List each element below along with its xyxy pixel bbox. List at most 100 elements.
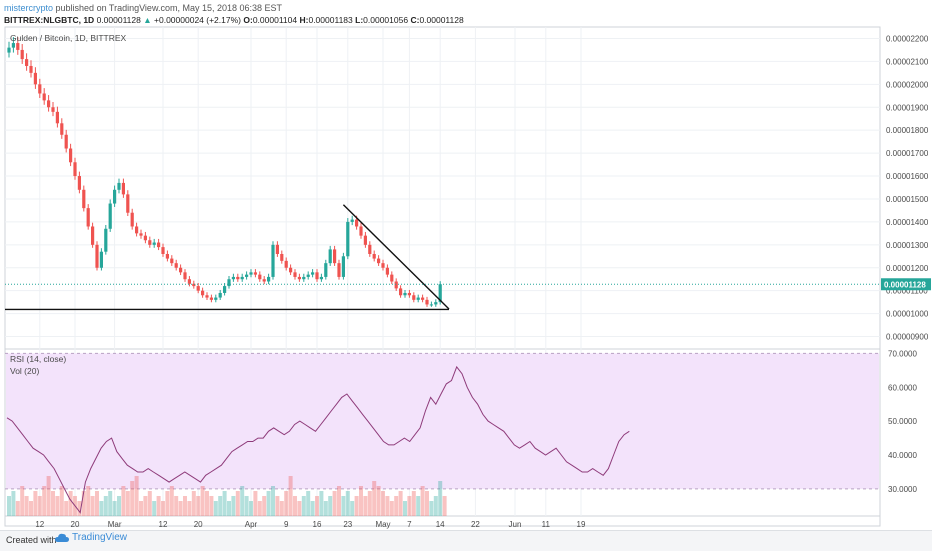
c-label: C: — [410, 15, 420, 25]
rsi-tick-label: 30.0000 — [888, 485, 917, 494]
volume-bar — [297, 501, 302, 516]
candle-body — [236, 276, 240, 280]
candle-body — [337, 263, 341, 277]
candle-body — [139, 233, 143, 236]
candle-body — [29, 65, 33, 73]
candle-body — [192, 283, 196, 287]
x-tick-label: 12 — [159, 520, 168, 529]
volume-bar — [381, 491, 385, 516]
candle-body — [165, 253, 169, 259]
candle-body — [157, 242, 161, 248]
candle-body — [302, 276, 306, 280]
candle-body — [253, 272, 257, 275]
last-price-tag — [881, 278, 931, 291]
vol-legend: Vol (20) — [10, 366, 39, 376]
candle-body — [355, 219, 359, 227]
volume-bar — [363, 496, 368, 516]
candle-body — [346, 221, 350, 257]
volume-bar — [7, 496, 11, 516]
candle-body — [416, 297, 420, 300]
candle-body — [284, 260, 288, 268]
volume-bar — [416, 496, 421, 516]
candle-body — [135, 226, 139, 234]
y-tick-label: 0.00001100 — [886, 287, 928, 296]
candle-body — [227, 279, 231, 287]
price-chart[interactable]: 12 20 Mar 12 20 Apr 9 16 23 May 7 14 22 Jun 11 19 0.0000… — [0, 0, 932, 530]
candle-body — [174, 263, 178, 268]
volume-bar — [403, 501, 407, 516]
candle-body — [306, 274, 310, 277]
x-tick-label: 23 — [343, 520, 352, 529]
candle-body — [240, 276, 244, 280]
tradingview-logo[interactable]: TradingView — [55, 532, 127, 543]
author-link[interactable]: mistercrypto — [4, 3, 54, 13]
volume-bar — [196, 496, 201, 516]
candle-body — [95, 244, 99, 268]
candle-body — [209, 297, 213, 300]
candle-body — [183, 272, 187, 280]
candle-body — [16, 43, 20, 50]
rsi-band — [6, 353, 879, 489]
up-triangle-icon: ▲ — [143, 15, 152, 25]
candle-body — [297, 276, 301, 280]
candle-body — [350, 219, 354, 222]
x-tick-label: Apr — [245, 520, 258, 529]
candle-body — [121, 182, 125, 195]
volume-bar — [213, 501, 218, 516]
volume-bar — [407, 496, 412, 516]
candle-body — [38, 84, 42, 94]
h-value: 0.00001183 — [308, 15, 353, 25]
candle-body — [403, 292, 407, 296]
candle-body — [113, 189, 117, 204]
volume-bar — [169, 486, 174, 516]
y-tick-label: 0.00002100 — [886, 57, 929, 66]
volume-bar — [37, 496, 42, 516]
main-legend: Gulden / Bitcoin, 1D, BITTREX — [10, 33, 127, 43]
volume-bar — [108, 491, 113, 516]
candle-body — [104, 228, 108, 252]
candle-body — [77, 176, 81, 190]
y-tick-label: 0.00002000 — [886, 80, 929, 89]
candle-body — [412, 295, 416, 300]
volume-bar — [433, 496, 438, 516]
candle-body — [381, 263, 385, 268]
candle-body — [421, 297, 425, 300]
candle-body — [434, 302, 438, 305]
candle-body — [86, 208, 90, 227]
candle-body — [42, 93, 46, 101]
candle-body — [280, 253, 284, 261]
volume-bar — [271, 486, 275, 516]
volume-bar — [350, 501, 355, 516]
volume-bar — [161, 501, 165, 516]
candle-body — [196, 286, 200, 291]
created-with-label: Created with — [6, 535, 57, 545]
o-value: 0.00001104 — [252, 15, 298, 25]
volume-bar — [33, 491, 38, 516]
volume-bar — [191, 491, 196, 516]
x-tick-label: 20 — [71, 520, 80, 529]
volume-bar — [59, 486, 64, 516]
y-tick-label: 0.00001600 — [886, 172, 929, 181]
candle-body — [333, 249, 337, 264]
y-tick-label: 0.00001200 — [886, 264, 929, 273]
candle-body — [69, 148, 73, 163]
volume-bar — [147, 491, 152, 516]
volume-bar — [218, 496, 223, 516]
open-price: 0.00001128 — [96, 15, 141, 25]
volume-bar — [411, 491, 416, 516]
candle-body — [7, 47, 11, 53]
o-label: O: — [243, 15, 253, 25]
x-tick-label: 7 — [407, 520, 412, 529]
x-tick-label: 16 — [313, 520, 322, 529]
last-price-label: 0.00001128 — [884, 280, 926, 289]
x-tick-label: May — [375, 520, 390, 529]
candle-body — [258, 274, 262, 280]
y-tick-label: 0.00001700 — [886, 149, 929, 158]
candle-body — [108, 203, 112, 229]
candle-body — [170, 258, 174, 264]
x-tick-label: 11 — [542, 520, 551, 529]
volume-bar — [284, 491, 289, 516]
rsi-tick-label: 40.0000 — [888, 451, 917, 460]
volume-bar — [315, 496, 319, 516]
candle-body — [311, 272, 315, 275]
